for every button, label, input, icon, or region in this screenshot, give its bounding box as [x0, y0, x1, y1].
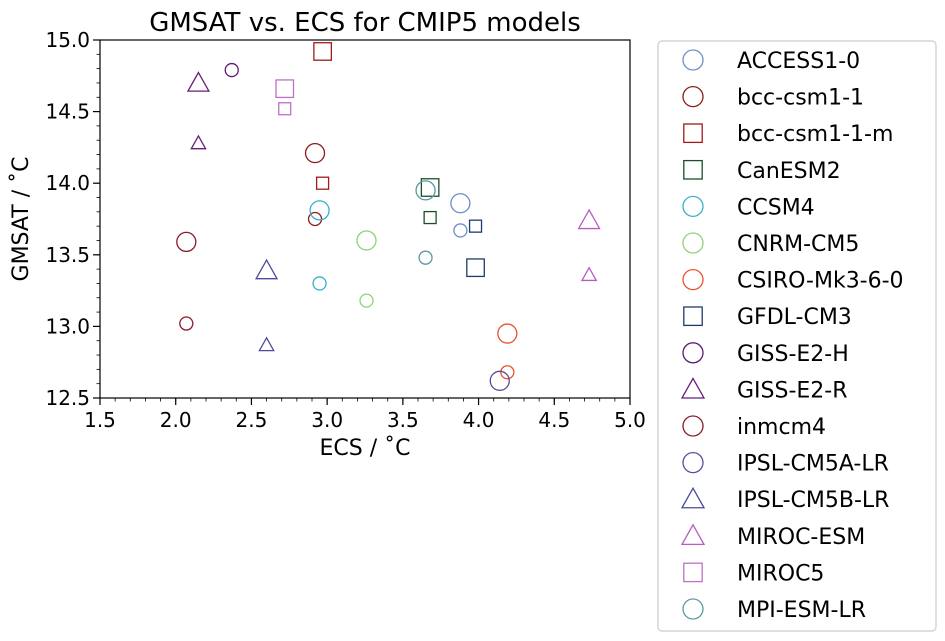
y-axis-label: GMSAT / ˚C	[9, 157, 34, 282]
legend-label: CanESM2	[737, 159, 841, 184]
legend-marker	[682, 232, 704, 254]
data-point	[186, 71, 210, 92]
x-tick-label: 2.0	[160, 408, 192, 432]
legend-marker	[682, 49, 704, 71]
legend-label: bcc-csm1-1-m	[737, 122, 893, 147]
data-point	[307, 211, 323, 227]
data-point	[313, 42, 332, 61]
legend-frame	[657, 40, 937, 632]
legend-marker	[682, 598, 704, 620]
data-point	[315, 176, 330, 190]
data-point	[312, 276, 327, 291]
data-point	[580, 266, 598, 282]
chart-title: GMSAT vs. ECS for CMIP5 models	[149, 8, 581, 38]
legend-label: GISS-E2-R	[737, 378, 848, 403]
x-tick-label: 4.5	[538, 408, 570, 432]
legend-marker	[680, 523, 706, 546]
y-tick-label: 14.0	[45, 171, 90, 195]
data-point	[453, 223, 468, 238]
legend-label: GISS-E2-H	[737, 342, 849, 367]
legend-items: ACCESS1-0 bcc-csm1-1 bcc-csm1-1-m CanESM2 CC…	[680, 49, 904, 623]
data-point	[489, 370, 510, 391]
x-tick-label: 2.5	[236, 408, 268, 432]
data-point	[278, 102, 292, 116]
data-point	[176, 231, 197, 253]
y-tick-label: 15.0	[45, 28, 90, 52]
legend-marker	[682, 415, 704, 437]
legend-marker	[683, 306, 703, 327]
x-tick-label: 3.5	[387, 408, 419, 432]
legend-label: MIROC5	[737, 561, 824, 586]
data-point	[224, 62, 239, 78]
legend-marker	[683, 562, 703, 583]
legend-label: CSIRO-Mk3-6-0	[737, 269, 904, 294]
legend-label: GFDL-CM3	[737, 305, 852, 330]
data-point	[179, 316, 194, 331]
legend: ACCESS1-0 bcc-csm1-1 bcc-csm1-1-m CanESM2 CC…	[657, 40, 937, 632]
legend-label: inmcm4	[737, 415, 826, 440]
data-point	[258, 336, 275, 352]
x-tick-label: 3.0	[311, 408, 343, 432]
data-point	[309, 200, 330, 221]
legend-marker	[680, 377, 706, 399]
legend-marker	[682, 85, 704, 108]
data-point	[500, 365, 515, 380]
legend-label: CNRM-CM5	[737, 232, 859, 257]
plot-frame	[99, 39, 631, 399]
data-point	[356, 230, 377, 251]
y-tick-label: 13.5	[45, 243, 90, 267]
data-point	[497, 323, 518, 344]
data-point	[418, 250, 433, 265]
legend-marker	[683, 123, 703, 144]
data-markers	[176, 42, 601, 391]
x-axis-label: ECS / ˚C	[320, 436, 411, 461]
legend-marker	[683, 159, 703, 180]
data-point	[415, 180, 436, 201]
data-point	[420, 178, 440, 197]
data-point	[190, 134, 207, 150]
data-point	[359, 293, 374, 308]
x-axis: 1.5 2.0 2.5 3.0 3.5 4.0 4.5 5.0	[84, 398, 646, 432]
y-tick-label: 12.5	[45, 386, 90, 410]
legend-label: MPI-ESM-LR	[737, 598, 866, 623]
legend-marker	[682, 451, 704, 474]
data-point	[450, 193, 471, 214]
data-point	[466, 258, 485, 278]
x-tick-label: 4.0	[463, 408, 495, 432]
legend-marker	[682, 268, 704, 291]
legend-label: IPSL-CM5A-LR	[737, 452, 889, 477]
legend-label: CCSM4	[737, 195, 815, 220]
y-tick-label: 14.5	[45, 100, 90, 124]
data-point	[304, 142, 326, 164]
legend-label: IPSL-CM5B-LR	[737, 488, 889, 513]
legend-marker	[682, 342, 704, 364]
x-tick-label: 1.5	[84, 408, 116, 432]
legend-marker	[680, 486, 706, 509]
y-axis: 12.5 13.0 13.5 14.0 14.5 15.0	[45, 28, 100, 410]
data-point	[423, 210, 437, 225]
data-point	[577, 208, 601, 230]
x-tick-label: 5.0	[614, 408, 646, 432]
legend-label: bcc-csm1-1	[737, 86, 864, 111]
data-point	[255, 258, 279, 280]
y-tick-label: 13.0	[45, 314, 90, 338]
legend-marker	[682, 195, 704, 218]
plot-area: 1.5 2.0 2.5 3.0 3.5 4.0 4.5 5.0 12.5 13.0 13.5 14.…	[45, 28, 645, 432]
data-point	[275, 79, 295, 99]
data-point	[468, 219, 483, 233]
legend-label: ACCESS1-0	[737, 49, 860, 74]
legend-label: MIROC-ESM	[737, 525, 865, 550]
